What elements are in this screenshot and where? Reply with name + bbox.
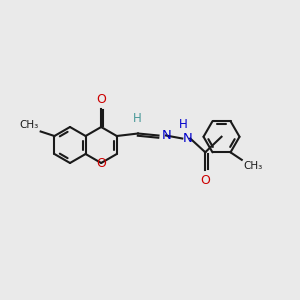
- Text: H: H: [132, 112, 141, 125]
- Text: H: H: [179, 118, 188, 130]
- Text: O: O: [201, 173, 211, 187]
- Text: CH₃: CH₃: [243, 161, 262, 171]
- Text: CH₃: CH₃: [20, 119, 39, 130]
- Text: O: O: [96, 157, 106, 170]
- Text: N: N: [182, 133, 192, 146]
- Text: N: N: [161, 129, 171, 142]
- Text: O: O: [97, 93, 106, 106]
